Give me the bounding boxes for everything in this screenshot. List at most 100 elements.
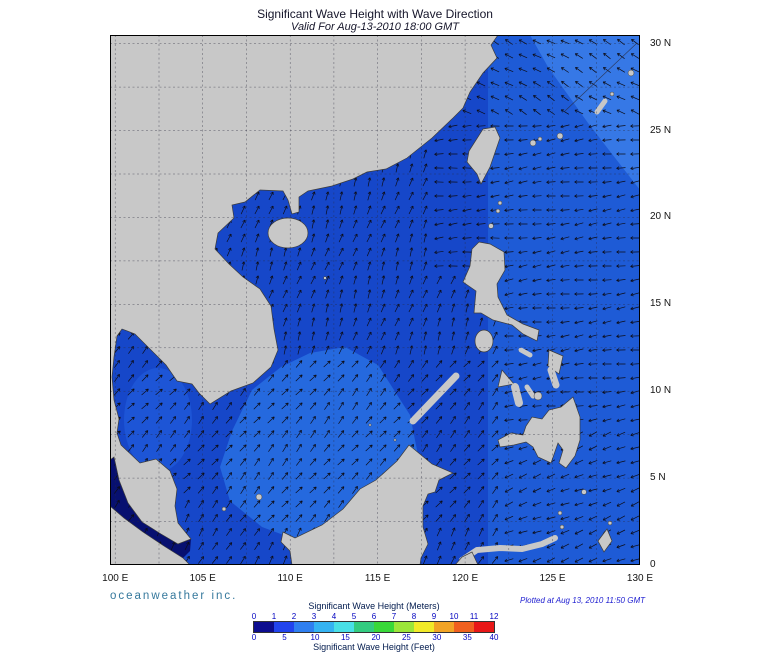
lat-tick-label: 25 N [650,124,672,136]
feet-tick: 35 [462,633,472,642]
meters-tick: 7 [391,612,397,621]
feet-tick: 40 [489,633,499,642]
land-layer [110,35,635,565]
lon-tick-label: 105 E [189,573,216,584]
meters-tick: 5 [351,612,357,621]
colorbar-segment [334,622,354,632]
feet-tick: 20 [371,633,381,642]
feet-tick: 15 [340,633,350,642]
colorbar-segment [454,622,474,632]
land-batanes [495,208,501,214]
meters-tick: 1 [271,612,277,621]
land-spratly [393,438,397,442]
land-halmahera [597,528,613,553]
meters-tick: 3 [311,612,317,621]
land-amami [627,69,635,77]
map-frame [110,35,640,565]
oceanweather-logo-text: oceanweather inc. [110,590,238,602]
lon-tick-label: 110 E [277,573,303,584]
lat-tick-label: 20 N [650,211,672,223]
region-gulf-of-thailand [124,368,192,472]
land-babuyan [488,223,494,229]
land-masbate [518,347,533,358]
region-northeast-light [530,35,640,190]
lon-tick-label: 115 E [364,573,391,584]
land-ryukyu-island [609,91,615,97]
plotted-timestamp: Plotted at Aug 13, 2010 11:50 GMT [520,596,645,605]
colorbar-segment [394,622,414,632]
land-sangihe [559,524,565,530]
land-borneo [280,444,454,565]
land-leyte [547,366,560,389]
colorbar-segment [414,622,434,632]
land-sangihe [557,510,563,516]
land-ryukyu-island [537,136,543,142]
land-mindanao [497,396,581,469]
colorbar-meters-ticks: 0 1 2 3 4 5 6 7 8 9 10 11 12 [251,612,499,621]
colorbar-segment [254,622,274,632]
colorbar-feet-ticks: 0 5 10 15 20 25 30 35 40 [251,633,499,642]
meters-tick: 9 [431,612,437,621]
feet-tick: 25 [401,633,411,642]
meters-tick: 6 [371,612,377,621]
region-malacca-strait [110,457,191,558]
meters-tick: 8 [411,612,417,621]
colorbar-segment [434,622,454,632]
feet-tick: 0 [251,633,257,642]
ryukyu-arc-line [564,42,638,112]
land-paracel [323,276,327,280]
land-taiwan [466,126,501,185]
lat-tick-label: 30 N [650,37,672,49]
lon-tick-label: 125 E [539,573,566,584]
wave-map [110,35,640,565]
colorbar-meters-label: Significant Wave Height (Meters) [308,601,440,611]
meters-tick: 10 [449,612,459,621]
colorbar-segment [354,622,374,632]
land-hainan [267,217,309,249]
feet-tick: 10 [310,633,320,642]
colorbar-segment [294,622,314,632]
feet-tick: 30 [432,633,442,642]
lon-tick-label: 120 E [452,573,479,584]
land-sulawesi-base [454,551,479,565]
lon-tick-label: 100 E [102,573,129,584]
land-natuna [255,493,263,501]
meters-tick: 11 [469,612,479,621]
meters-tick: 12 [489,612,499,621]
land-cebu [524,384,536,399]
colorbar-segment [474,622,494,632]
meters-tick: 4 [331,612,337,621]
land-anambas [221,506,227,512]
land-ryukyu-island [529,139,537,147]
meters-tick: 2 [291,612,297,621]
colorbar-segment [314,622,334,632]
land-spratly [368,423,372,427]
land-negros [511,383,523,407]
land-ryukyu-island [556,132,564,140]
land-mainland-asia [110,35,499,545]
feet-tick: 5 [282,633,287,642]
lat-tick-label: 5 N [650,472,666,484]
land-panay [497,369,515,388]
colorbar-feet-label: Significant Wave Height (Feet) [313,642,435,652]
meters-tick: 0 [251,612,257,621]
valid-time: Valid For Aug-13-2010 18:00 GMT [291,21,459,33]
land-talaud [581,489,587,495]
lon-tick-label: 130 E [626,573,654,584]
land-sulawesi-north-arm [459,535,558,563]
land-batanes [497,200,503,206]
land-sumatra [110,505,191,565]
lat-tick-label: 10 N [650,385,672,397]
land-okinawa [594,98,608,115]
colorbar-segment [374,622,394,632]
land-morotai [607,520,613,526]
colorbar-segment [274,622,294,632]
lat-tick-label: 15 N [650,298,672,310]
land-bohol [533,391,543,401]
colorbar-gradient [253,621,495,633]
page-title: Significant Wave Height with Wave Direct… [257,7,493,21]
land-mindoro [474,329,494,353]
lat-tick-label: 0 [650,559,656,570]
